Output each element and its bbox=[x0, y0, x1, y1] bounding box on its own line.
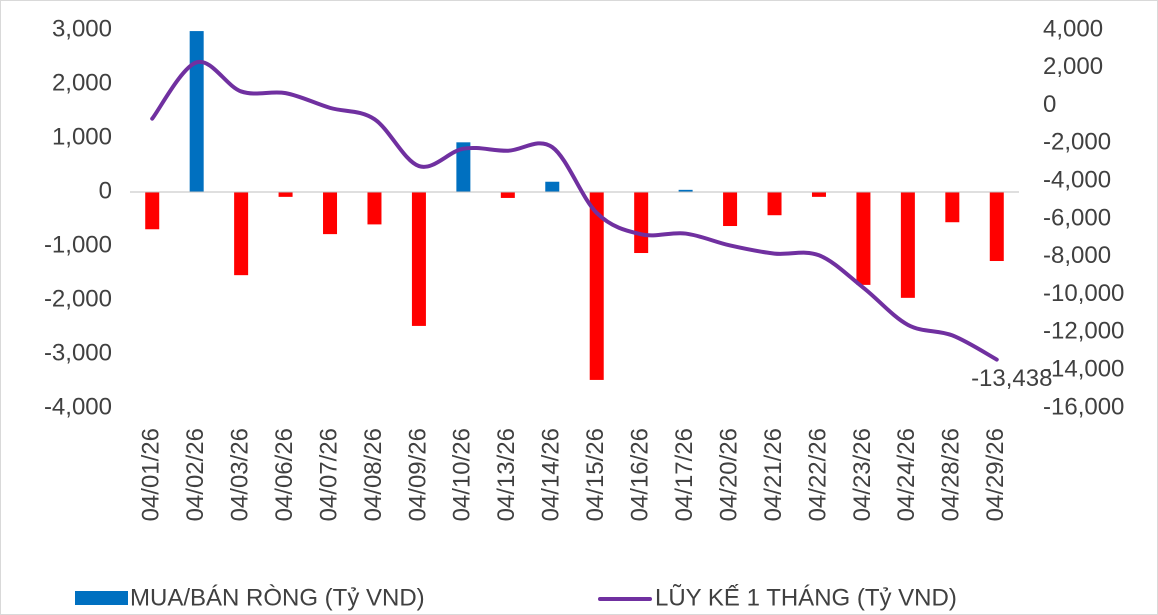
x-tick-label: 04/13/26 bbox=[493, 428, 520, 521]
bar bbox=[278, 192, 293, 197]
x-tick-label: 04/24/26 bbox=[893, 428, 920, 521]
y-tick-label: -3,000 bbox=[44, 339, 112, 366]
bar bbox=[367, 192, 382, 225]
bar bbox=[589, 192, 604, 380]
x-tick-label: 04/20/26 bbox=[715, 428, 742, 521]
bar bbox=[856, 192, 871, 285]
x-tick-label: 04/09/26 bbox=[404, 428, 431, 521]
bar bbox=[811, 192, 826, 197]
y-tick-label: 1,000 bbox=[52, 123, 112, 150]
y-tick-label: 0 bbox=[99, 177, 112, 204]
x-tick-label: 04/22/26 bbox=[804, 428, 831, 521]
data-label: -13,438 bbox=[971, 365, 1052, 392]
y2-tick-label: 4,000 bbox=[1043, 15, 1103, 42]
x-tick-label: 04/23/26 bbox=[849, 428, 876, 521]
y2-tick-label: 2,000 bbox=[1043, 53, 1103, 80]
y2-tick-label: -14,000 bbox=[1043, 356, 1124, 383]
bar bbox=[545, 181, 560, 192]
y-tick-label: -4,000 bbox=[44, 393, 112, 420]
y-tick-label: -1,000 bbox=[44, 231, 112, 258]
y-tick-label: 2,000 bbox=[52, 69, 112, 96]
bar bbox=[411, 192, 426, 326]
legend-label: LŨY KẾ 1 THÁNG (Tỷ VND) bbox=[655, 583, 957, 611]
x-tick-label: 04/01/26 bbox=[138, 428, 165, 521]
bar bbox=[456, 142, 471, 192]
x-tick-label: 04/03/26 bbox=[226, 428, 253, 521]
bar bbox=[767, 192, 782, 216]
y2-tick-label: -8,000 bbox=[1043, 242, 1111, 269]
y2-tick-label: 0 bbox=[1043, 91, 1056, 118]
bar bbox=[678, 189, 693, 192]
line bbox=[150, 60, 999, 362]
x-tick-label: 04/08/26 bbox=[360, 428, 387, 521]
bar bbox=[945, 192, 960, 223]
legend-label: MUA/BÁN RÒNG (Tỷ VND) bbox=[130, 584, 425, 611]
x-tick-label: 04/06/26 bbox=[271, 428, 298, 521]
y-tick-label: -2,000 bbox=[44, 285, 112, 312]
bar bbox=[234, 192, 249, 276]
x-tick-label: 04/02/26 bbox=[182, 428, 209, 521]
y-tick-label: 3,000 bbox=[52, 15, 112, 42]
bar bbox=[723, 192, 738, 227]
x-tick-label: 04/21/26 bbox=[760, 428, 787, 521]
x-tick-label: 04/29/26 bbox=[982, 428, 1009, 521]
bar bbox=[900, 192, 915, 298]
y2-tick-label: -12,000 bbox=[1043, 318, 1124, 345]
bar bbox=[189, 31, 204, 192]
x-tick-label: 04/10/26 bbox=[449, 428, 476, 521]
bar bbox=[145, 192, 160, 230]
bar bbox=[323, 192, 338, 235]
x-tick-label: 04/17/26 bbox=[671, 428, 698, 521]
x-tick-label: 04/16/26 bbox=[627, 428, 654, 521]
bar bbox=[634, 192, 649, 254]
bar bbox=[500, 192, 515, 198]
bar bbox=[989, 192, 1004, 262]
y2-tick-label: -2,000 bbox=[1043, 129, 1111, 156]
x-tick-label: 04/15/26 bbox=[582, 428, 609, 521]
x-tick-label: 04/28/26 bbox=[938, 428, 965, 521]
y2-tick-label: -4,000 bbox=[1043, 167, 1111, 194]
y2-tick-label: -16,000 bbox=[1043, 393, 1124, 420]
y2-tick-label: -6,000 bbox=[1043, 204, 1111, 231]
legend-swatch bbox=[75, 591, 128, 605]
x-tick-label: 04/14/26 bbox=[538, 428, 565, 521]
y2-tick-label: -10,000 bbox=[1043, 280, 1124, 307]
x-tick-label: 04/07/26 bbox=[315, 428, 342, 521]
